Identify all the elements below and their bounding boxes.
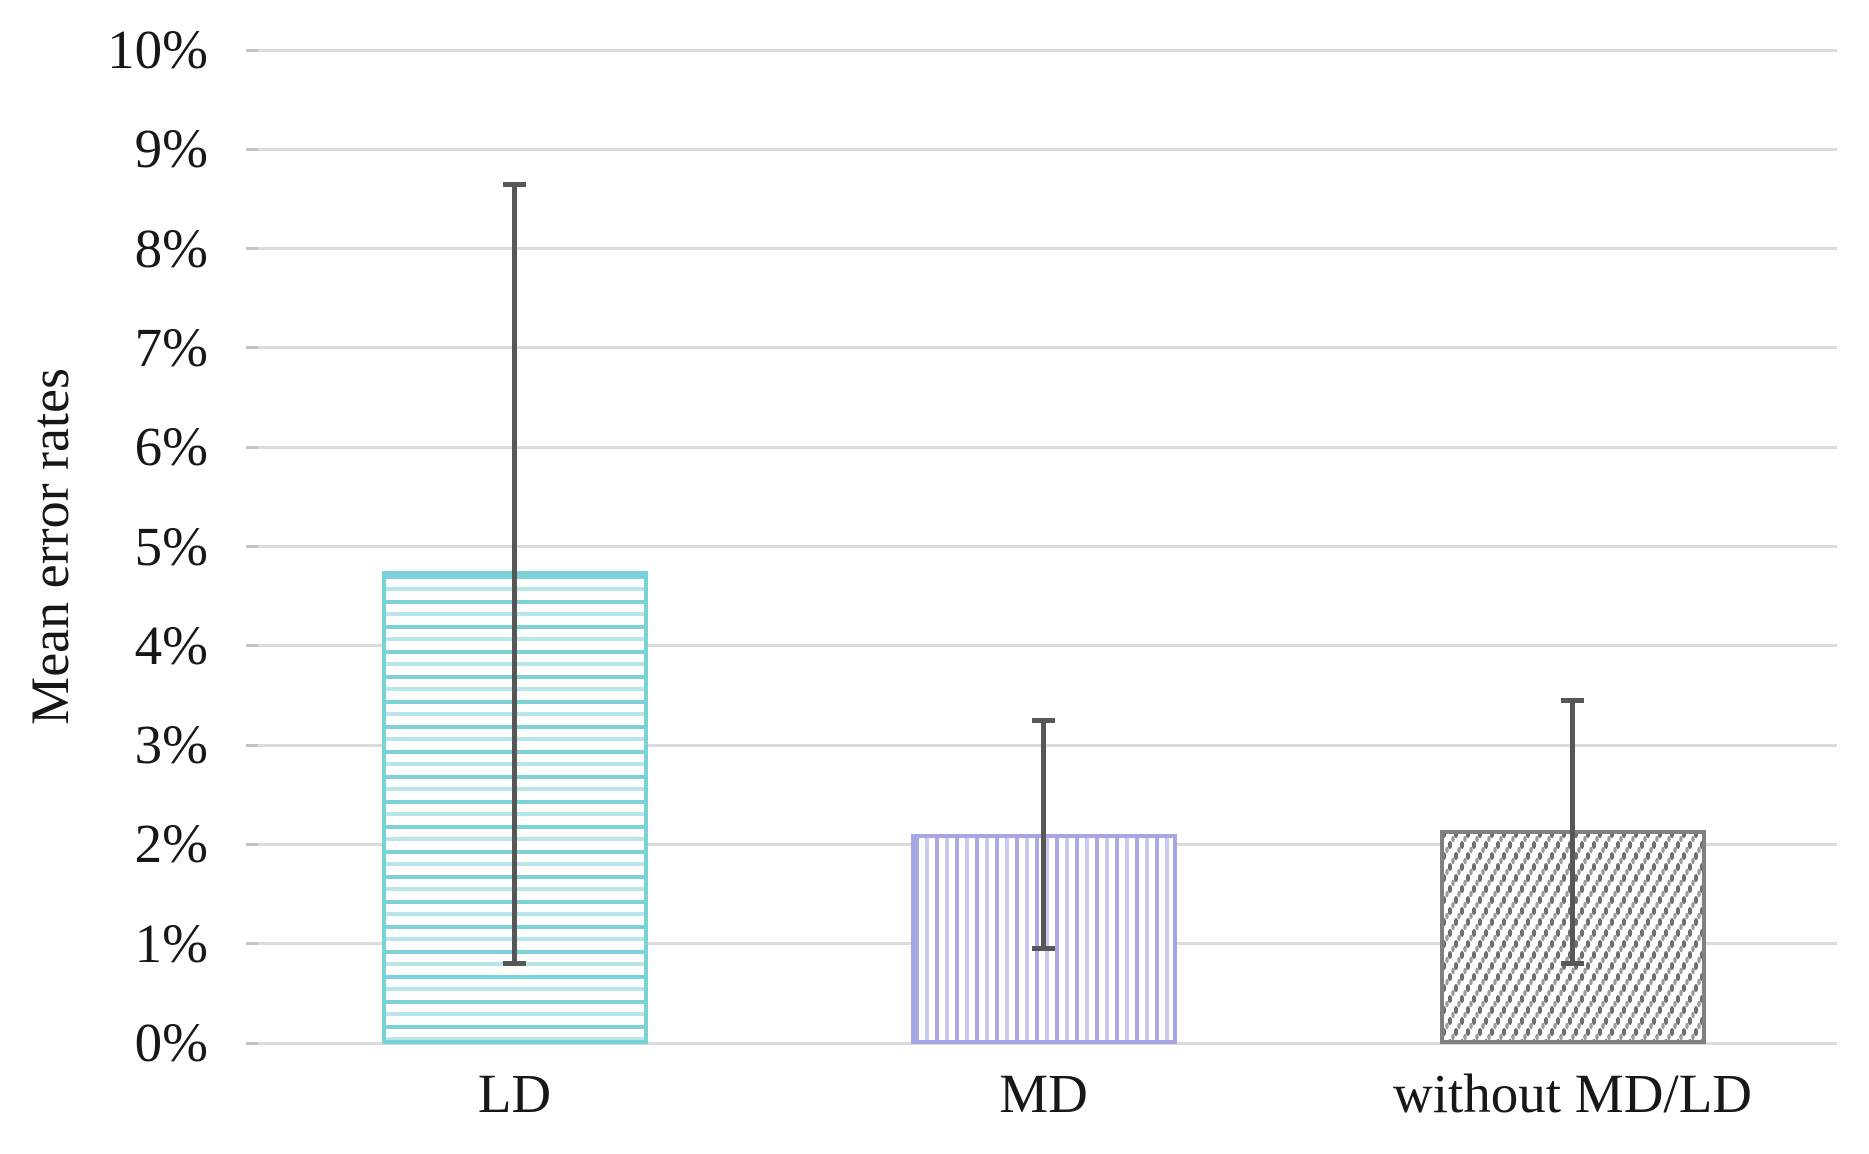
- y-tick-label: 8%: [134, 217, 208, 279]
- x-category-label: LD: [477, 1063, 552, 1124]
- error-bar-cap-top: [503, 181, 526, 187]
- y-axis-tick: [246, 1041, 258, 1045]
- y-tick-label: 0%: [134, 1012, 208, 1073]
- y-tick-label: 3%: [134, 714, 208, 776]
- y-axis-tick: [246, 842, 258, 846]
- error-bar-line: [1570, 700, 1575, 964]
- error-bar-line: [512, 184, 517, 964]
- gridline: [250, 147, 1837, 151]
- y-axis-tick: [246, 644, 258, 648]
- y-tick-label: 6%: [134, 416, 208, 478]
- gridline: [250, 247, 1837, 251]
- gridline: [250, 346, 1837, 350]
- y-axis-tick: [246, 247, 258, 251]
- y-tick-label: 2%: [134, 813, 208, 875]
- y-tick-label: 1%: [134, 912, 208, 974]
- y-tick-label: 7%: [134, 316, 208, 378]
- y-tick-label: 4%: [134, 614, 208, 676]
- y-axis-tick: [246, 545, 258, 548]
- error-bar-cap-top: [1561, 697, 1584, 703]
- y-axis-tick: [246, 743, 258, 747]
- error-bar-cap-bottom: [1561, 961, 1584, 967]
- gridline: [250, 545, 1837, 548]
- y-tick-label: 5%: [134, 515, 208, 577]
- error-bar-line: [1041, 720, 1046, 949]
- x-category-label: without MD/LD: [1392, 1063, 1753, 1124]
- gridline: [250, 644, 1837, 648]
- y-axis-tick: [246, 942, 258, 946]
- y-axis-tick: [246, 445, 258, 449]
- x-category-label: MD: [999, 1063, 1088, 1124]
- error-bar-cap-top: [1032, 717, 1055, 723]
- error-bar-cap-bottom: [503, 961, 526, 967]
- gridline: [250, 48, 1837, 52]
- error-bar-cap-bottom: [1032, 946, 1055, 952]
- y-axis-tick: [246, 147, 258, 151]
- y-axis-tick: [246, 48, 258, 52]
- y-tick-label: 9%: [134, 118, 208, 180]
- y-axis-tick: [246, 346, 258, 350]
- y-tick-label: 10%: [107, 19, 208, 80]
- gridline: [250, 445, 1837, 449]
